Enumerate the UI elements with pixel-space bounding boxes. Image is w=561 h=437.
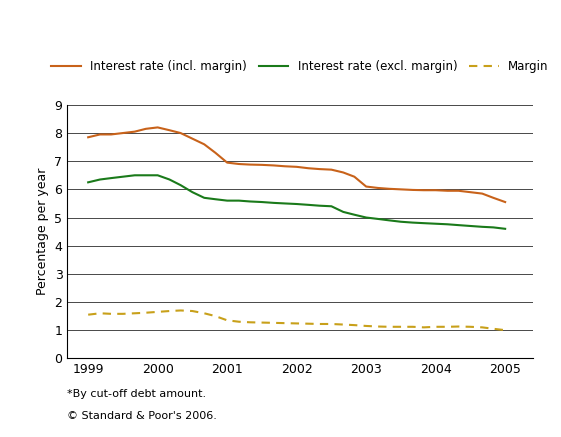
Text: *By cut-off debt amount.: *By cut-off debt amount. xyxy=(67,389,206,399)
Text: © Standard & Poor's 2006.: © Standard & Poor's 2006. xyxy=(67,411,217,421)
Text: Chart 1: Weighted-Average Interest Rate, Interest Rate Before Margin, and Loan
M: Chart 1: Weighted-Average Interest Rate,… xyxy=(11,14,561,45)
Legend: Interest rate (incl. margin), Interest rate (excl. margin), Margin: Interest rate (incl. margin), Interest r… xyxy=(47,55,554,77)
Y-axis label: Percentage per year: Percentage per year xyxy=(36,168,49,295)
